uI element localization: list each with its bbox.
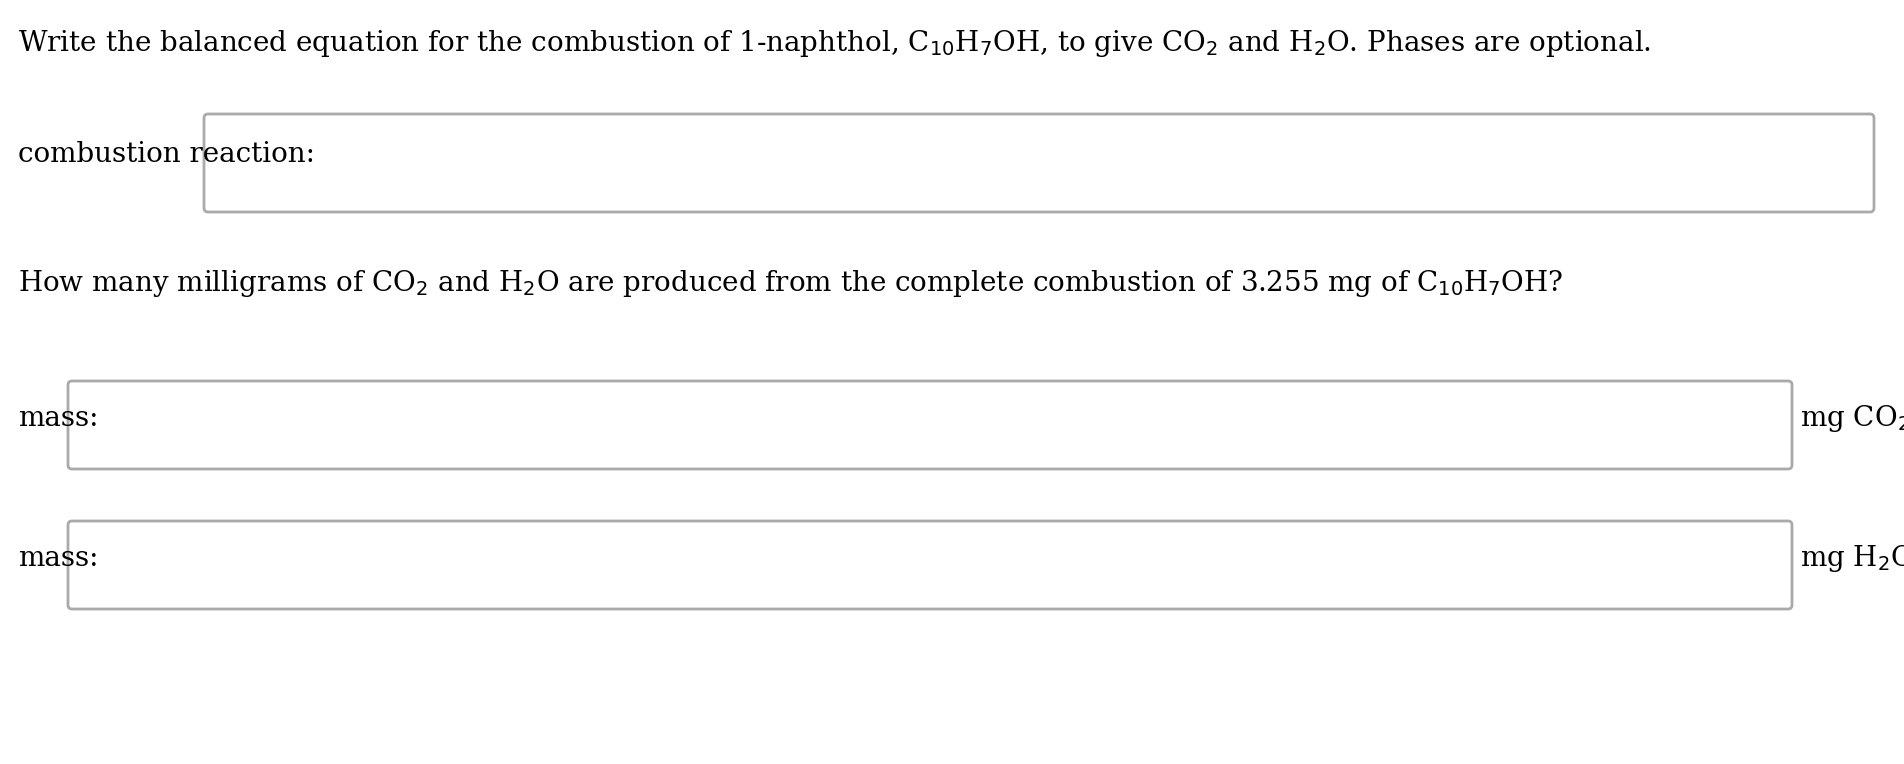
FancyBboxPatch shape — [204, 114, 1874, 212]
Text: combustion reaction:: combustion reaction: — [17, 141, 314, 169]
Text: mass:: mass: — [17, 404, 99, 432]
Text: How many milligrams of CO$_2$ and H$_2$O are produced from the complete combusti: How many milligrams of CO$_2$ and H$_2$O… — [17, 268, 1563, 299]
Text: mg H$_2$O: mg H$_2$O — [1799, 542, 1904, 574]
FancyBboxPatch shape — [69, 381, 1792, 469]
FancyBboxPatch shape — [69, 521, 1792, 609]
Text: Write the balanced equation for the combustion of 1-naphthol, C$_{10}$H$_7$OH, t: Write the balanced equation for the comb… — [17, 28, 1651, 59]
Text: mass:: mass: — [17, 545, 99, 571]
Text: mg CO$_2$: mg CO$_2$ — [1799, 403, 1904, 433]
